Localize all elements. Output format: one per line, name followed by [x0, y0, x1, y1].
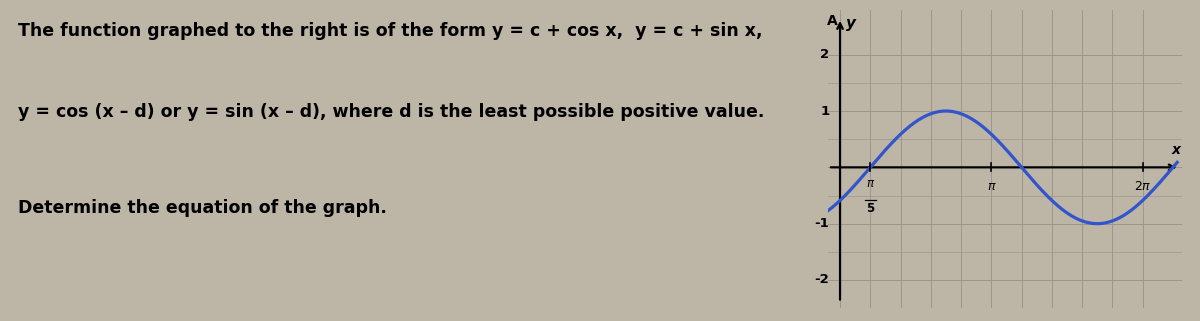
Text: The function graphed to the right is of the form y = c + cos x,  y = c + sin x,: The function graphed to the right is of …: [18, 22, 762, 40]
Text: -2: -2: [815, 273, 829, 287]
Text: Determine the equation of the graph.: Determine the equation of the graph.: [18, 199, 386, 217]
Text: 1: 1: [821, 105, 829, 117]
Text: y = cos (x – d) or y = sin (x – d), where d is the least possible positive value: y = cos (x – d) or y = sin (x – d), wher…: [18, 103, 764, 121]
Text: y: y: [846, 16, 856, 31]
Text: $\pi$: $\pi$: [865, 178, 875, 190]
Text: $\pi$: $\pi$: [986, 180, 996, 193]
Text: 5: 5: [866, 202, 875, 215]
Text: x: x: [1171, 143, 1181, 157]
Text: -1: -1: [815, 217, 829, 230]
Text: 2: 2: [821, 48, 829, 61]
Text: $2\pi$: $2\pi$: [1134, 180, 1152, 193]
Text: A: A: [827, 14, 838, 28]
